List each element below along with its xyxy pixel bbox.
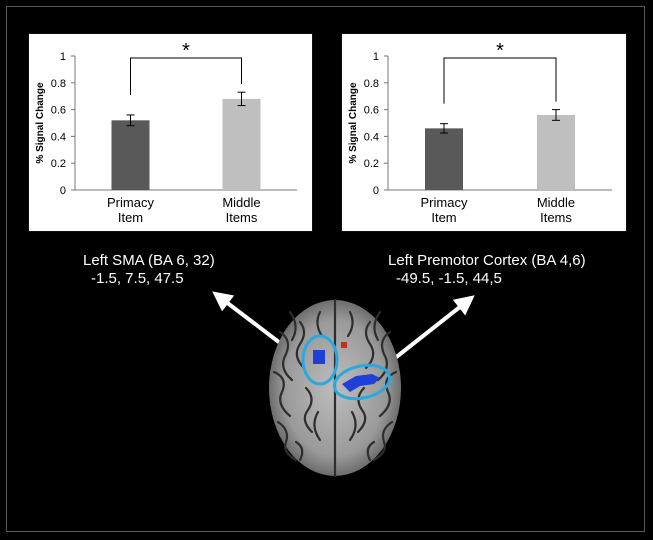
chart-panel-sma: % Signal Change 0 0.2 0.4 0.6 0.8 1 Primacy Item… bbox=[28, 33, 313, 232]
y-axis-title: % Signal Change bbox=[35, 82, 46, 164]
bar-0 bbox=[425, 128, 463, 190]
x-tick-label: Item bbox=[431, 210, 456, 225]
bar-1 bbox=[222, 98, 261, 190]
region-label-sma: Left SMA (BA 6, 32) -1.5, 7.5, 47.5 bbox=[83, 252, 273, 288]
bar-0 bbox=[111, 120, 150, 190]
x-tick-label: Middle bbox=[537, 195, 575, 210]
brain-scan bbox=[260, 292, 410, 484]
region-name-premotor: Left Premotor Cortex (BA 4,6) bbox=[388, 252, 586, 269]
y-tick-label: 0.6 bbox=[51, 105, 66, 117]
y-tick-label: 0.2 bbox=[51, 158, 66, 170]
activation-red bbox=[341, 342, 347, 348]
activation-premotor bbox=[342, 374, 380, 392]
region-coords-premotor: -49.5, -1.5, 44,5 bbox=[396, 270, 502, 287]
activation-sma bbox=[313, 350, 325, 364]
y-tick-label: 0.6 bbox=[364, 105, 379, 117]
bar-chart-sma: % Signal Change00.20.40.60.81PrimacyItem… bbox=[35, 40, 297, 225]
y-tick-label: 0.2 bbox=[364, 158, 379, 170]
y-tick-label: 0.4 bbox=[51, 131, 66, 143]
x-tick-label: Primacy bbox=[421, 195, 468, 210]
x-tick-label: Primacy bbox=[107, 195, 154, 210]
y-tick-label: 0 bbox=[60, 185, 66, 197]
x-tick-label: Items bbox=[540, 210, 572, 225]
x-tick-label: Items bbox=[226, 210, 258, 225]
region-name-sma: Left SMA (BA 6, 32) bbox=[83, 252, 215, 269]
y-tick-label: 1 bbox=[373, 51, 379, 63]
x-tick-label: Middle bbox=[222, 195, 260, 210]
y-tick-label: 0.8 bbox=[364, 78, 379, 90]
significance-bracket bbox=[130, 57, 242, 95]
region-coords-sma: -1.5, 7.5, 47.5 bbox=[91, 270, 184, 287]
brain-slice-image bbox=[269, 298, 401, 478]
y-axis-title: % Signal Change bbox=[348, 82, 359, 164]
bar-chart-premotor: % Signal Change00.20.40.60.81PrimacyItem… bbox=[348, 40, 612, 225]
y-tick-label: 0 bbox=[373, 185, 379, 197]
significance-bracket bbox=[443, 57, 557, 104]
roi-outline-premotor bbox=[332, 363, 392, 401]
y-tick-label: 1 bbox=[60, 51, 66, 63]
y-tick-label: 0.8 bbox=[51, 78, 66, 90]
bar-1 bbox=[537, 114, 575, 190]
chart-panel-premotor: % Signal Change 0 0.2 0.4 0.6 0.8 1 Primacy Item… bbox=[341, 33, 627, 232]
figure-frame bbox=[6, 6, 645, 532]
significance-star: * bbox=[182, 40, 190, 62]
roi-outline-sma bbox=[301, 334, 339, 386]
y-tick-label: 0.4 bbox=[364, 131, 379, 143]
x-tick-label: Item bbox=[118, 210, 143, 225]
significance-star: * bbox=[496, 40, 504, 62]
region-label-premotor: Left Premotor Cortex (BA 4,6) -49.5, -1.… bbox=[388, 252, 618, 288]
